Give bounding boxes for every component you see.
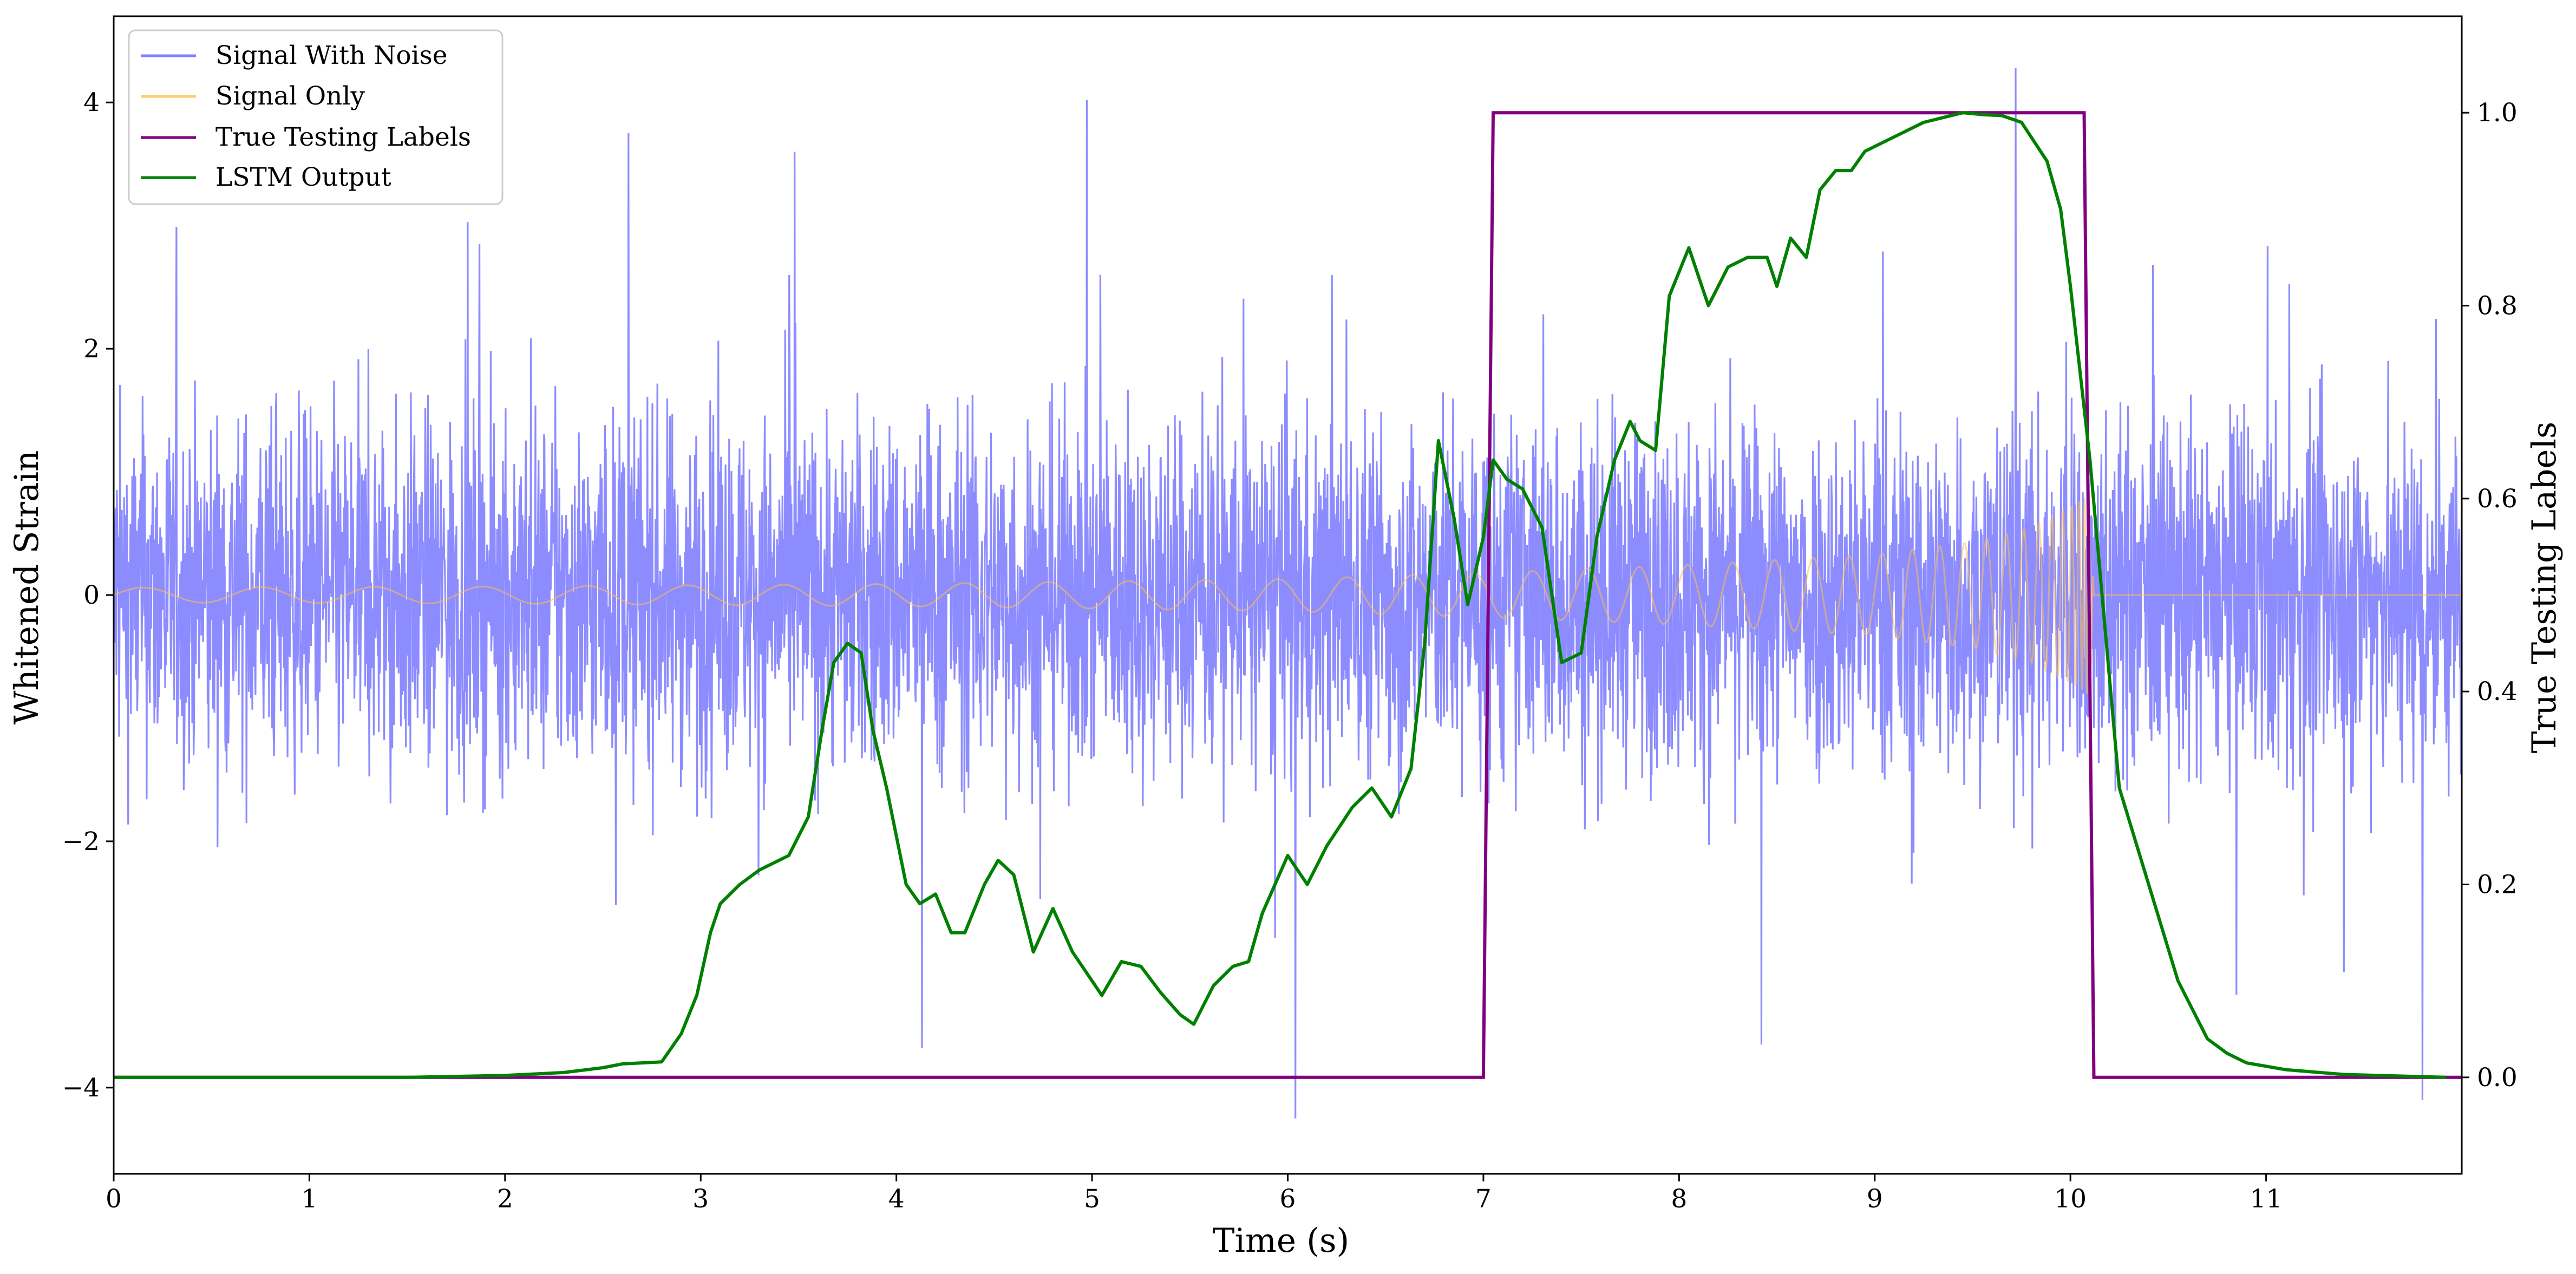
signal-only-series [114,495,2462,694]
y-tick-label: 4 [83,88,100,117]
x-tick-label: 11 [2250,1184,2283,1214]
legend: Signal With Noise Signal Only True Testi… [128,29,504,205]
y2-tick-label: 0.6 [2477,484,2518,514]
x-axis-title: Time (s) [1213,1221,1349,1260]
x-tick-label: 9 [1867,1184,1883,1214]
x-tick-label: 0 [106,1184,122,1214]
x-tick-label: 2 [497,1184,513,1214]
legend-label: LSTM Output [215,162,391,192]
y-tick-label: 2 [83,334,100,364]
legend-item-lstm-output: LSTM Output [141,162,391,192]
x-tick-label: 4 [888,1184,905,1214]
true-testing-labels-series [114,111,2462,1079]
legend-item-true-labels: True Testing Labels [141,122,471,152]
y-axis-title: Whitened Strain [8,450,46,725]
legend-label: True Testing Labels [215,122,471,152]
x-tick-label: 7 [1475,1184,1492,1214]
y2-tick-label: 0.8 [2477,291,2518,321]
y-tick-label: −2 [62,827,100,857]
x-tick-label: 3 [692,1184,709,1214]
plot-area [114,68,2462,1119]
x-tick-label: 6 [1280,1184,1296,1214]
y2-axis-title: True Testing Labels [2525,422,2564,754]
legend-item-signal-noise: Signal With Noise [141,41,448,70]
axes: 0 1 2 3 4 5 6 7 8 9 10 11 −4 −2 0 2 4 0.0 0.2 0.4 0.6 0.8 1.0 [62,15,2518,1214]
y-tick-label: −4 [62,1073,100,1103]
legend-frame [128,29,504,205]
y2-tick-label: 1.0 [2477,98,2518,128]
legend-label: Signal Only [215,81,365,111]
y2-tick-label: 0.2 [2477,870,2518,900]
x-tick-label: 5 [1084,1184,1100,1214]
signal-with-noise-series [114,68,2462,1119]
y-tick-label: 0 [83,580,100,610]
x-tick-label: 8 [1671,1184,1687,1214]
lstm-output-series [114,111,2447,1079]
legend-item-signal-only: Signal Only [141,81,365,111]
y2-tick-label: 0.4 [2477,677,2518,707]
legend-label: Signal With Noise [215,41,448,70]
x-tick-label: 1 [301,1184,317,1214]
y2-tick-label: 0.0 [2477,1063,2518,1093]
x-tick-label: 10 [2054,1184,2087,1214]
